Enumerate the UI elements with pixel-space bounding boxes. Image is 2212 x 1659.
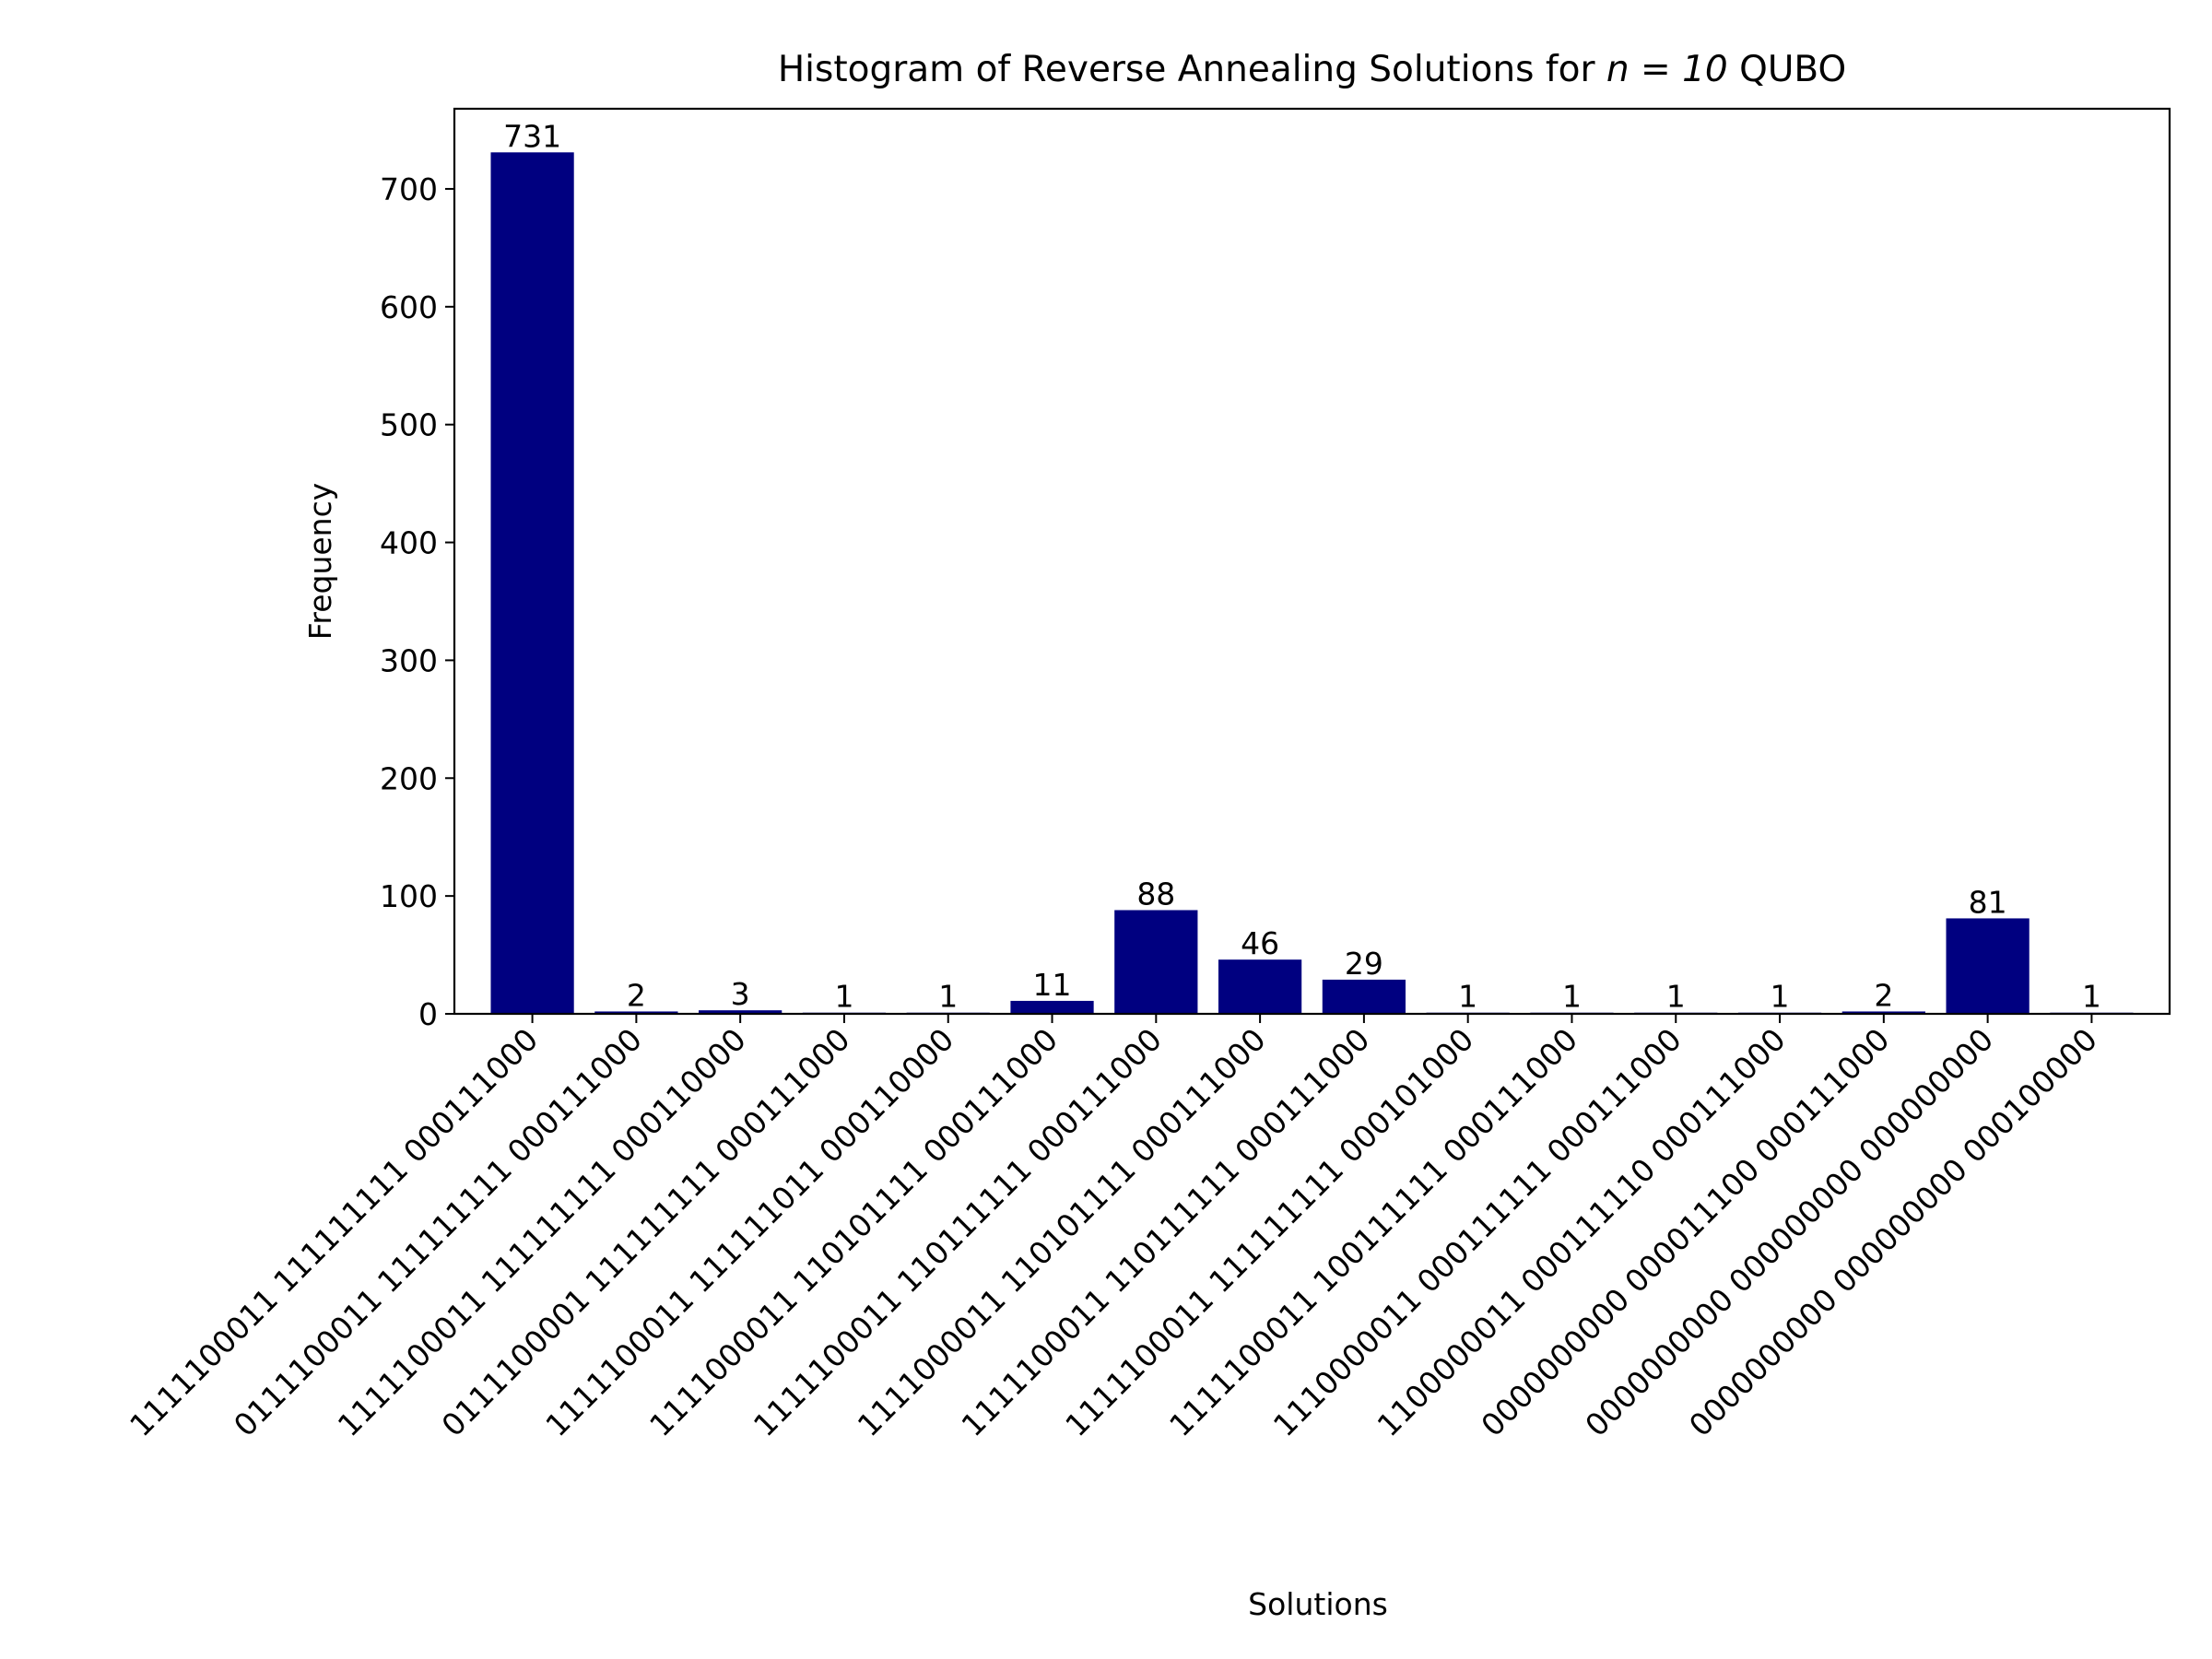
y-tick-label-1: 100	[380, 878, 438, 914]
chart-title-text: Histogram of Reverse Annealing Solutions…	[778, 49, 1596, 90]
y-tick-label-7: 700	[380, 171, 438, 207]
bar-7	[1218, 959, 1302, 1014]
bar-value-label-9: 1	[1458, 979, 1477, 1015]
bar-2	[699, 1010, 782, 1014]
bar-value-label-15: 1	[2082, 979, 2101, 1015]
bar-value-label-4: 1	[938, 979, 958, 1015]
x-axis-label: Solutions	[1248, 1586, 1388, 1622]
bar-value-label-13: 2	[1874, 977, 1893, 1013]
bar-13	[1841, 1011, 1925, 1014]
bar-value-label-7: 46	[1241, 925, 1279, 961]
bar-14	[1946, 918, 2030, 1014]
bar-1	[594, 1011, 678, 1014]
bar-value-label-2: 3	[731, 976, 750, 1012]
y-tick-label-6: 600	[380, 289, 438, 325]
bar-5	[1010, 1000, 1094, 1014]
y-axis-label: Frequency	[302, 483, 338, 640]
y-tick-label-3: 300	[380, 642, 438, 678]
y-tick-label-5: 500	[380, 407, 438, 443]
chart-title-suffix: QUBO	[1739, 49, 1846, 90]
bar-value-label-10: 1	[1562, 979, 1582, 1015]
plot-frame	[453, 107, 2171, 1016]
y-tick-label-4: 400	[380, 525, 438, 561]
bar-0	[490, 152, 574, 1015]
bar-value-label-8: 29	[1345, 946, 1383, 982]
bar-value-label-14: 81	[1969, 884, 2007, 920]
bar-value-label-12: 1	[1771, 979, 1790, 1015]
bar-value-label-1: 2	[627, 977, 646, 1013]
chart-title-math: n = 10	[1606, 49, 1728, 90]
bar-value-label-6: 88	[1136, 876, 1175, 912]
y-tick-label-2: 200	[380, 760, 438, 796]
y-axis: 0 100 200 300 400 500 600 700	[380, 171, 454, 1032]
bar-value-label-5: 11	[1033, 967, 1072, 1003]
chart-title: Histogram of Reverse Annealing Solutions…	[778, 49, 1846, 90]
x-axis: 1111100011 111111111 0001110000111100011…	[123, 1014, 2104, 1443]
bar-6	[1114, 910, 1198, 1014]
bar-8	[1322, 979, 1406, 1014]
bars-layer	[490, 152, 2134, 1015]
y-tick-label-0: 0	[418, 996, 438, 1032]
bar-value-label-3: 1	[834, 979, 853, 1015]
bar-value-label-0: 731	[503, 118, 561, 154]
bar-value-label-11: 1	[1666, 979, 1686, 1015]
